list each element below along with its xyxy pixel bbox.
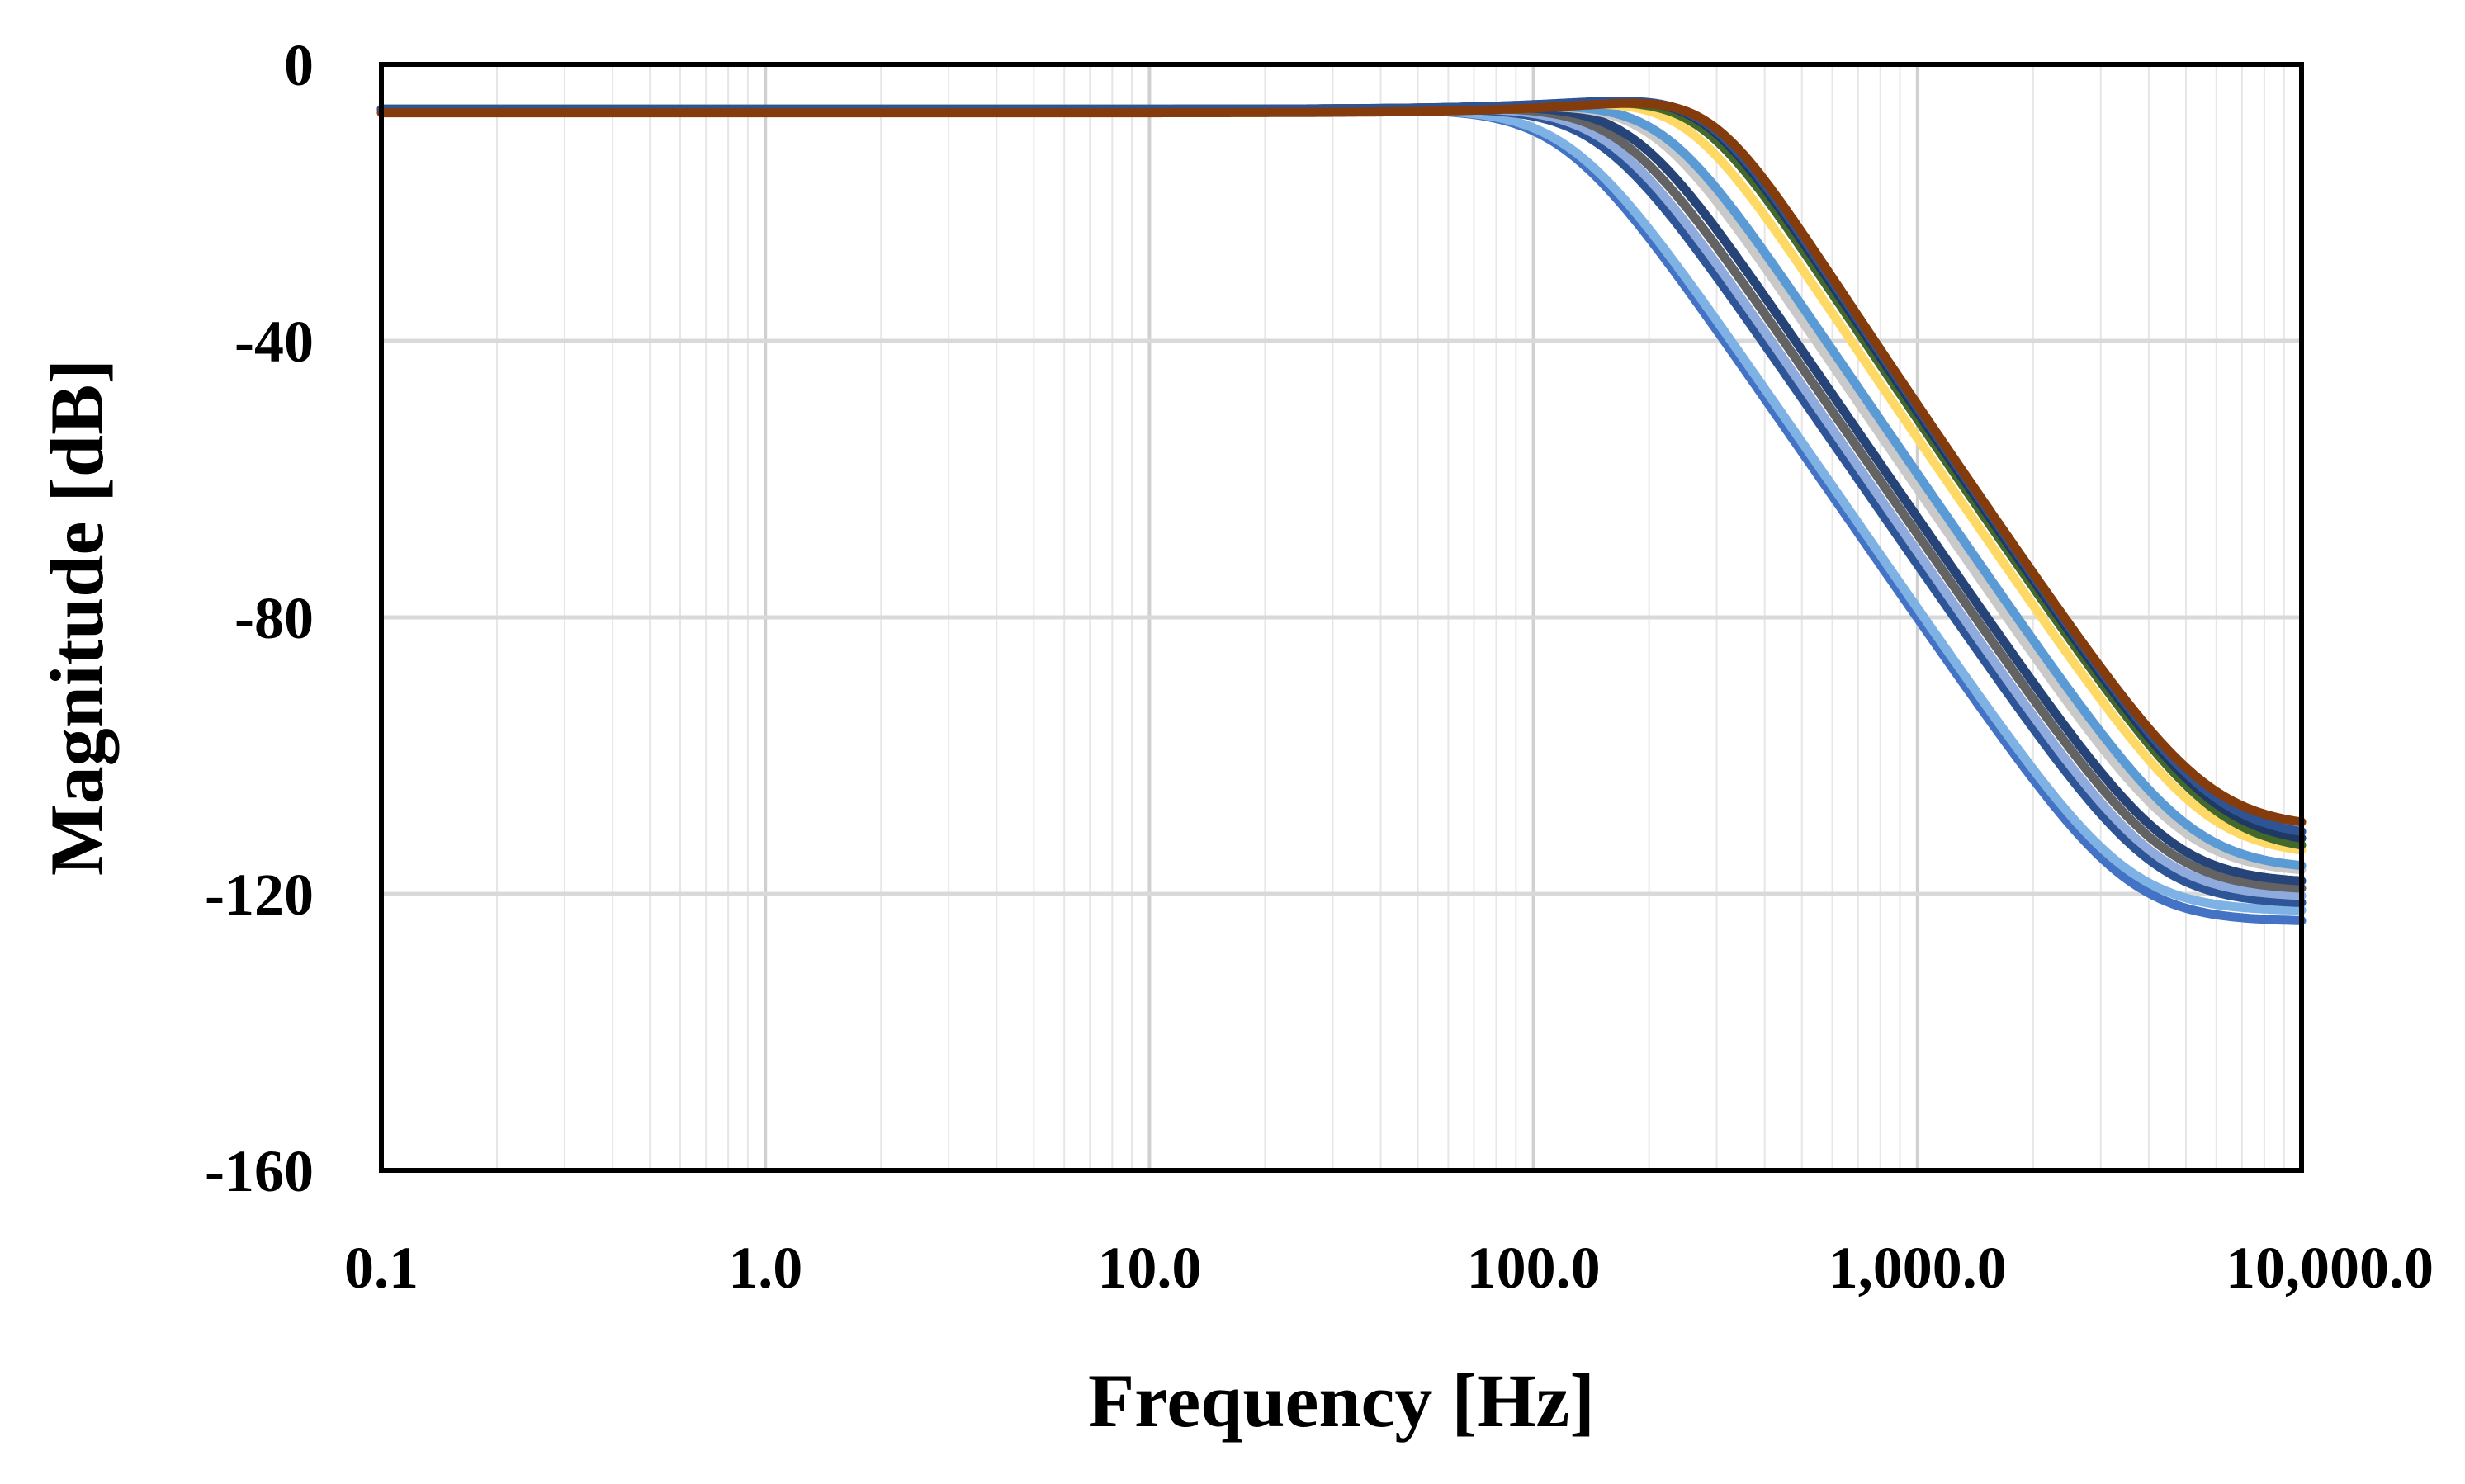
series-line-series-13 <box>376 98 2307 827</box>
x-tick-label: 1,000.0 <box>1829 1235 2007 1301</box>
y-tick-label: -40 <box>234 309 314 375</box>
x-tick-label: 1.0 <box>728 1235 802 1301</box>
y-tick-label: -160 <box>205 1138 314 1204</box>
x-tick-label: 100.0 <box>1467 1235 1601 1301</box>
series-lines <box>376 97 2307 925</box>
x-tick-label: 0.1 <box>344 1235 419 1301</box>
x-axis-tick-labels: 0.1 1.0 10.0 100.0 1,000.0 10,000.0 <box>344 1235 2434 1301</box>
y-tick-label: -80 <box>234 585 314 651</box>
y-tick-label: -120 <box>205 862 314 928</box>
x-axis-title: Frequency [Hz] <box>1088 1359 1595 1443</box>
y-tick-label: 0 <box>284 32 314 98</box>
y-axis-title: Magnitude [dB] <box>35 359 119 876</box>
x-tick-label: 10,000.0 <box>2226 1235 2434 1301</box>
plot-frame <box>379 62 2304 1173</box>
x-tick-label: 10.0 <box>1097 1235 1201 1301</box>
y-axis-tick-labels: 0 -40 -80 -120 -160 <box>205 32 314 1204</box>
